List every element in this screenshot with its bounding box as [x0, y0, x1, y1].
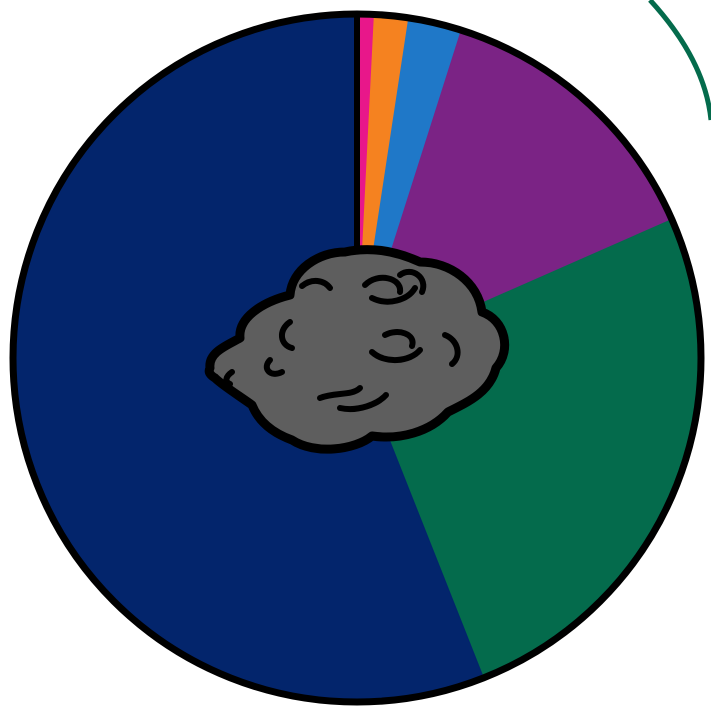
rock-icon [204, 245, 510, 454]
pie-outline [9, 10, 705, 706]
background-arc [648, 0, 711, 121]
